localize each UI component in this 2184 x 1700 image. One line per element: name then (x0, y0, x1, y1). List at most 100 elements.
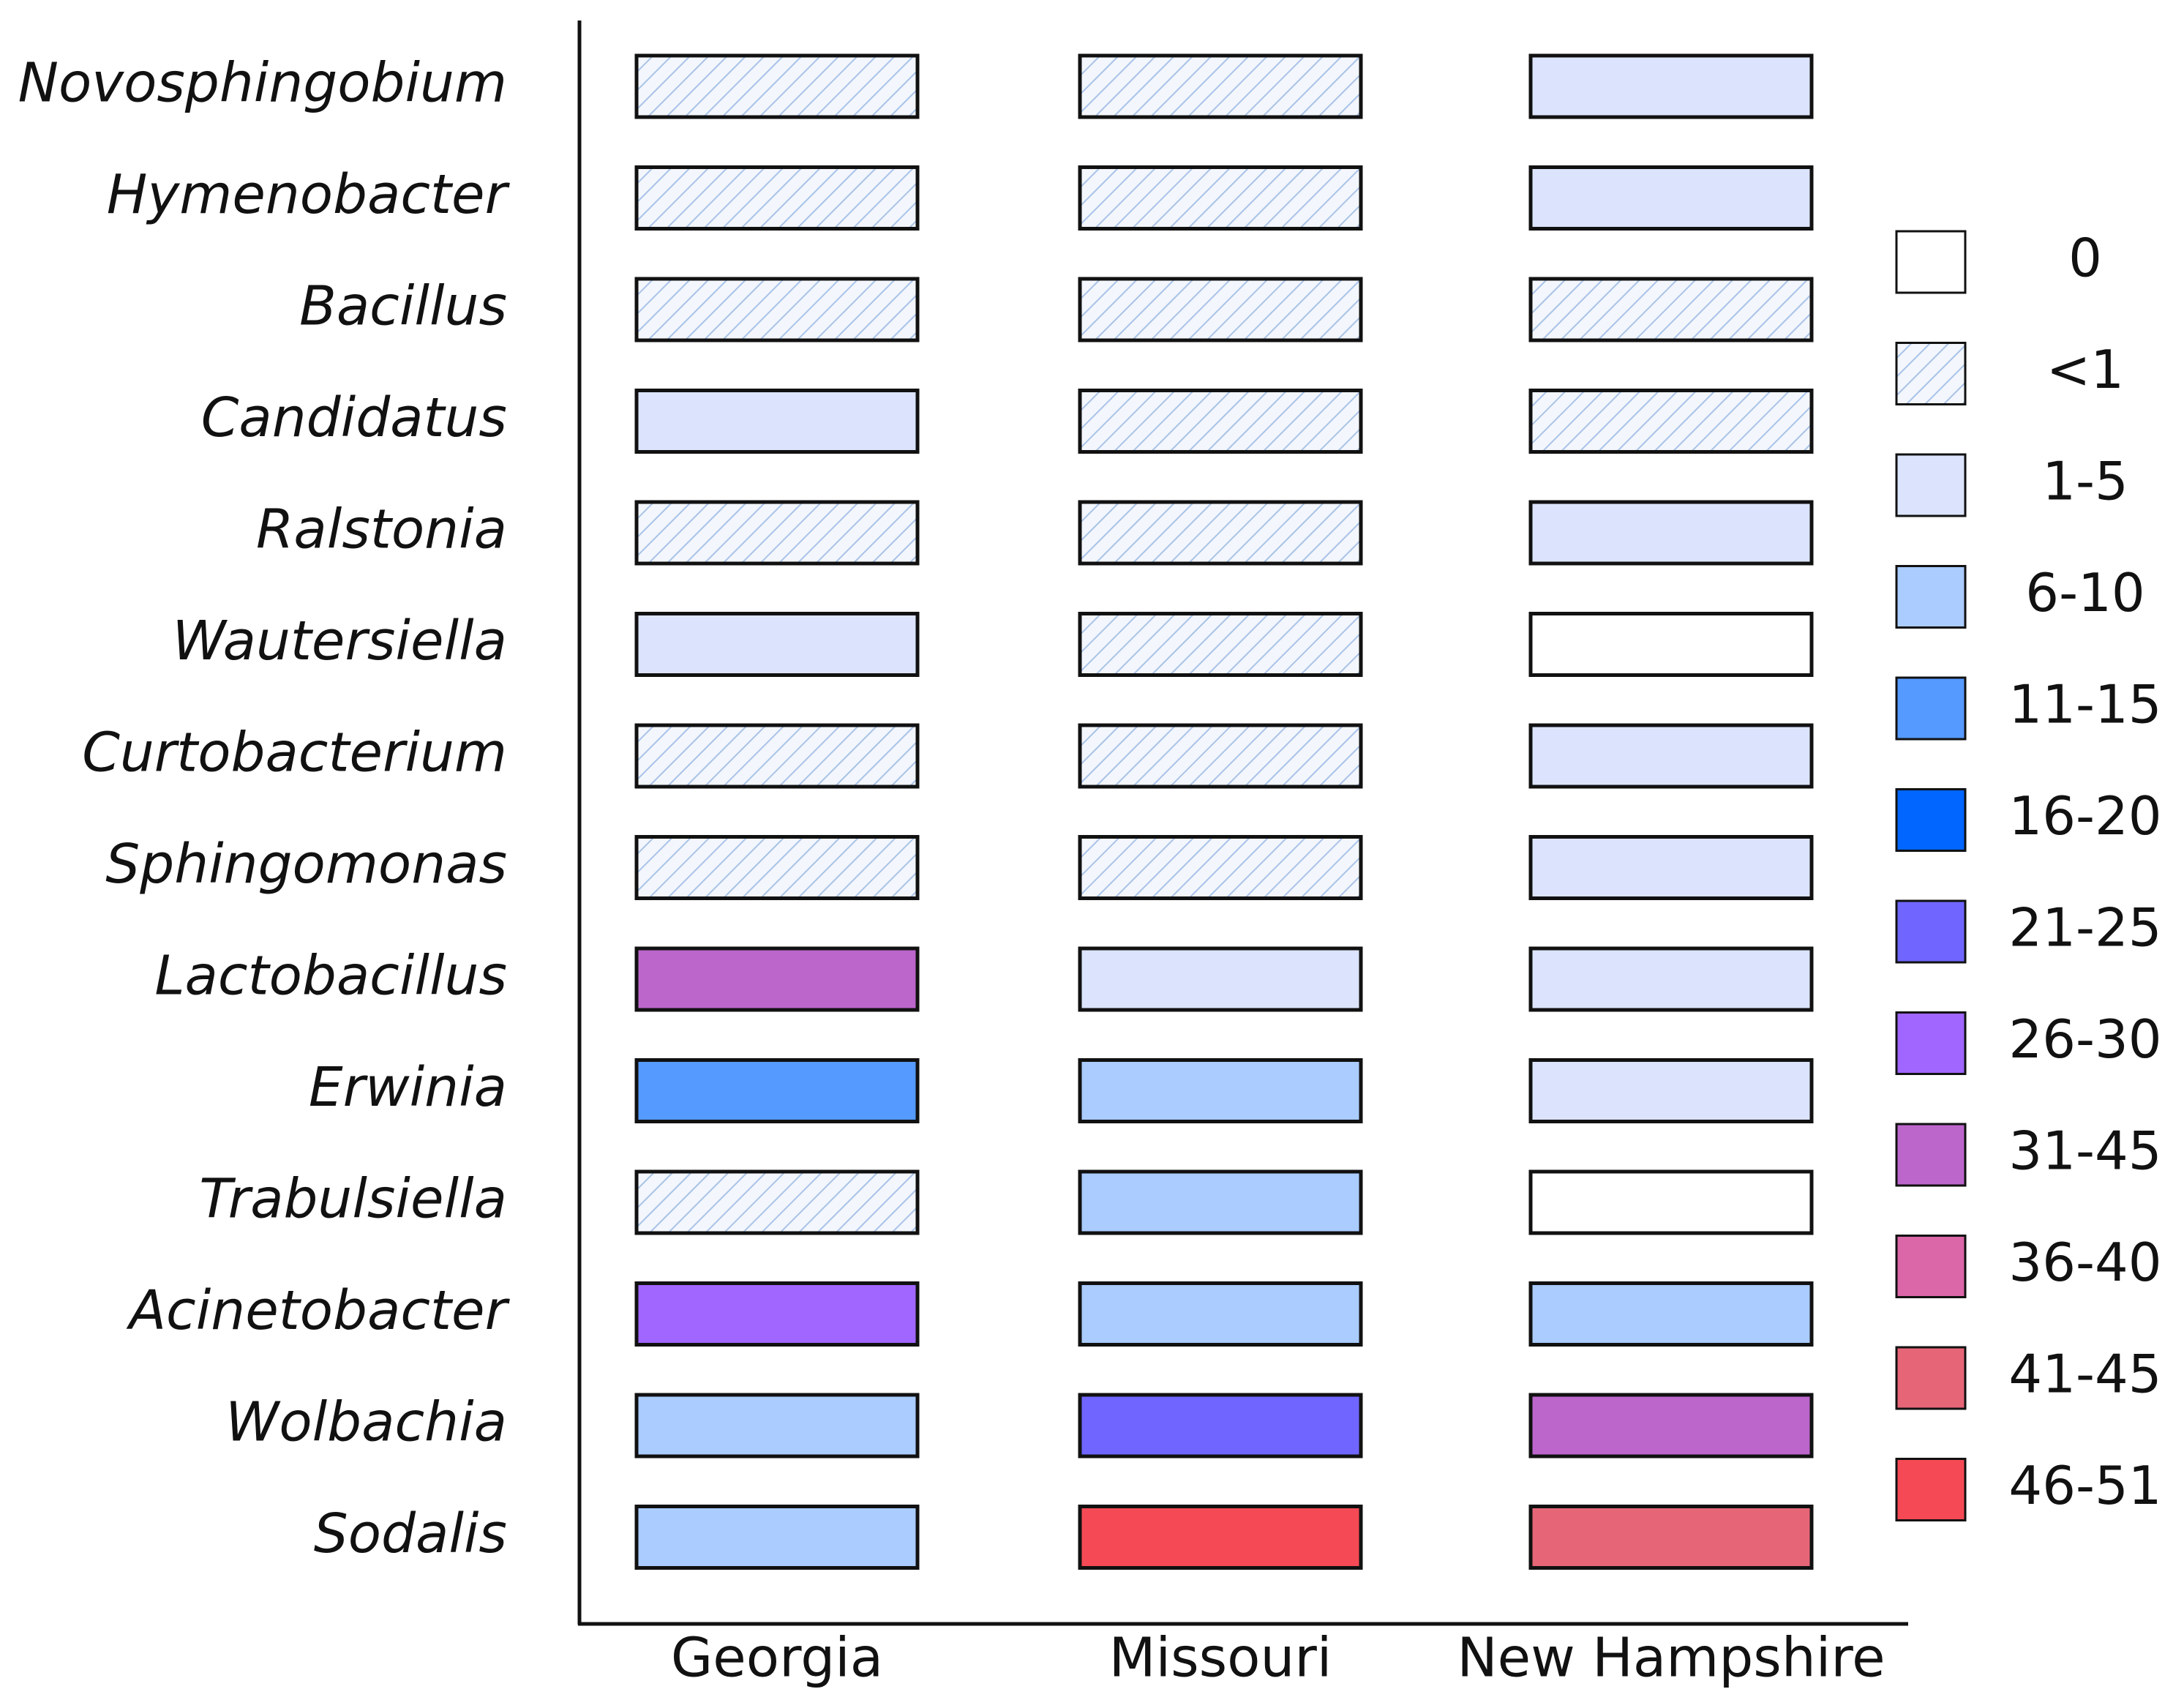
column-label-georgia: Georgia (671, 1627, 883, 1690)
column-label-new-hampshire: New Hampshire (1457, 1627, 1885, 1690)
legend-label: 11-15 (2008, 674, 2161, 735)
legend-swatch (1895, 676, 1967, 741)
cell-curtobacterium-missouri (1078, 723, 1363, 789)
legend-entry-41-45: 41-45 (1895, 1344, 2162, 1410)
row-label-acinetobacter: Acinetobacter (126, 1279, 510, 1342)
legend-label: 46-51 (2008, 1455, 2161, 1516)
legend-swatch (1895, 342, 1967, 405)
legend-swatch (1895, 1011, 1967, 1075)
row-label-trabulsiella: Trabulsiella (199, 1168, 507, 1231)
cell-acinetobacter-new-hampshire (1528, 1281, 1814, 1347)
column-labels: Georgia Missouri New Hampshire (671, 1627, 1885, 1690)
cell-novosphingobium-missouri (1078, 53, 1363, 119)
cell-hymenobacter-georgia (634, 165, 920, 231)
cell-ralstonia-georgia (634, 500, 920, 566)
legend-entry-31-45: 31-45 (1895, 1120, 2162, 1187)
cell-hymenobacter-new-hampshire (1528, 165, 1814, 231)
row-label-lactobacillus: Lactobacillus (154, 945, 507, 1008)
row-label-erwinia: Erwinia (309, 1056, 507, 1119)
legend-entry-16-20: 16-20 (1895, 785, 2162, 852)
row-label-bacillus: Bacillus (299, 275, 507, 338)
cell-lactobacillus-georgia (634, 946, 920, 1012)
legend-label: 36-40 (2008, 1232, 2161, 1293)
cell-hymenobacter-missouri (1078, 165, 1363, 231)
cell-ralstonia-new-hampshire (1528, 500, 1814, 566)
cell-sphingomonas-new-hampshire (1528, 835, 1814, 900)
cell-bacillus-missouri (1078, 277, 1363, 342)
legend-entry-6-10: 6-10 (1895, 562, 2145, 629)
legend-swatch (1895, 1123, 1967, 1187)
legend-entry-1-5: 1-5 (1895, 451, 2128, 517)
cell-trabulsiella-new-hampshire (1528, 1169, 1814, 1235)
legend: 0 <1 1-5 6-10 11-15 16-20 21-25 26-30 31-45 36-40… (1895, 228, 2162, 1521)
row-label-novosphingobium: Novosphingobium (18, 52, 507, 115)
cell-bacillus-georgia (634, 277, 920, 342)
row-label-sodalis: Sodalis (314, 1502, 507, 1565)
row-label-candidatus: Candidatus (201, 386, 507, 449)
legend-label: 41-45 (2008, 1344, 2161, 1405)
legend-label: 16-20 (2008, 785, 2161, 847)
legend-label: 6-10 (2025, 562, 2144, 624)
cell-sphingomonas-georgia (634, 835, 920, 900)
legend-entry-46-51: 46-51 (1895, 1455, 2162, 1521)
cell-wautersiella-new-hampshire (1528, 612, 1814, 677)
cell-sodalis-missouri (1078, 1505, 1363, 1570)
legend-swatch (1895, 788, 1967, 852)
cell-candidatus-missouri (1078, 389, 1363, 454)
cell-novosphingobium-georgia (634, 53, 920, 119)
legend-entry-26-30: 26-30 (1895, 1008, 2162, 1075)
legend-entry-0: 0 (1895, 228, 2102, 294)
legend-label: <1 (2046, 339, 2124, 400)
cell-lactobacillus-new-hampshire (1528, 946, 1814, 1012)
row-label-ralstonia: Ralstonia (256, 498, 507, 561)
row-labels: Novosphingobium Hymenobacter Bacillus Candi… (18, 52, 511, 1566)
cell-erwinia-missouri (1078, 1058, 1363, 1123)
cell-bacillus-new-hampshire (1528, 277, 1814, 342)
cell-erwinia-new-hampshire (1528, 1058, 1814, 1123)
column-label-missouri: Missouri (1109, 1627, 1332, 1690)
cell-sphingomonas-missouri (1078, 835, 1363, 900)
cell-ralstonia-missouri (1078, 500, 1363, 566)
row-label-curtobacterium: Curtobacterium (82, 722, 507, 785)
cell-candidatus-georgia (634, 389, 920, 454)
legend-swatch (1895, 1346, 1967, 1410)
legend-label: 0 (2068, 228, 2102, 289)
cell-candidatus-new-hampshire (1528, 389, 1814, 454)
cell-wautersiella-georgia (634, 612, 920, 677)
legend-entry-36-40: 36-40 (1895, 1232, 2162, 1298)
legend-label: 26-30 (2008, 1008, 2161, 1070)
cell-erwinia-georgia (634, 1058, 920, 1123)
cell-wautersiella-missouri (1078, 612, 1363, 677)
legend-entry-21-25: 21-25 (1895, 897, 2162, 964)
cell-novosphingobium-new-hampshire (1528, 53, 1814, 119)
row-label-wautersiella: Wautersiella (173, 610, 507, 673)
cell-curtobacterium-georgia (634, 723, 920, 789)
legend-swatch (1895, 899, 1967, 964)
legend-swatch (1895, 453, 1967, 517)
legend-label: 31-45 (2008, 1120, 2161, 1182)
cell-wolbachia-new-hampshire (1528, 1393, 1814, 1459)
cell-curtobacterium-new-hampshire (1528, 723, 1814, 789)
legend-swatch (1895, 1458, 1967, 1521)
cell-wolbachia-missouri (1078, 1393, 1363, 1459)
cells-layer (634, 53, 1814, 1570)
legend-label: 21-25 (2008, 897, 2161, 959)
legend-label: 1-5 (2042, 451, 2128, 512)
cell-acinetobacter-georgia (634, 1281, 920, 1347)
row-label-wolbachia: Wolbachia (225, 1391, 507, 1454)
cell-wolbachia-georgia (634, 1393, 920, 1459)
legend-swatch (1895, 1235, 1967, 1298)
cell-trabulsiella-missouri (1078, 1169, 1363, 1235)
legend-swatch (1895, 565, 1967, 629)
cell-acinetobacter-missouri (1078, 1281, 1363, 1347)
cell-lactobacillus-missouri (1078, 946, 1363, 1012)
cell-sodalis-georgia (634, 1505, 920, 1570)
cell-sodalis-new-hampshire (1528, 1505, 1814, 1570)
legend-swatch (1895, 230, 1967, 294)
cell-trabulsiella-georgia (634, 1169, 920, 1235)
row-label-hymenobacter: Hymenobacter (107, 163, 511, 226)
row-label-sphingomonas: Sphingomonas (105, 833, 507, 896)
legend-entry-11-15: 11-15 (1895, 674, 2162, 741)
